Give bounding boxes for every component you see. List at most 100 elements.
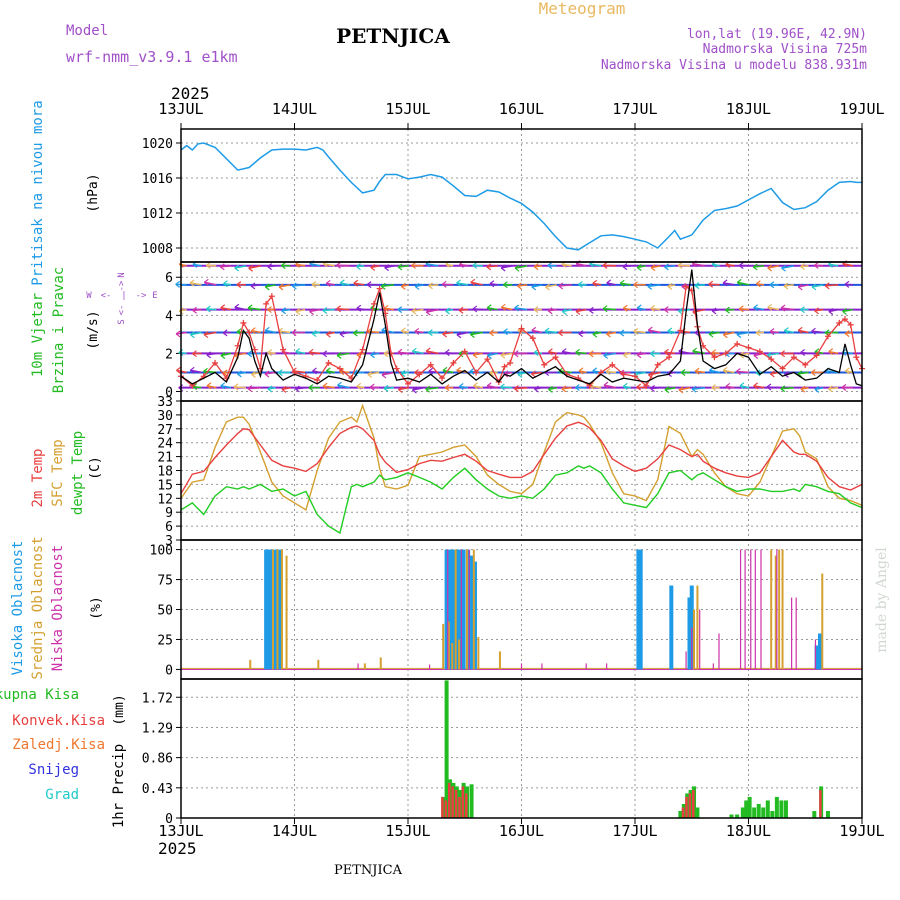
- wind-gust-marker: [632, 373, 638, 380]
- wind-arrow-head: [575, 263, 581, 268]
- wind-arrow-head: [842, 307, 847, 312]
- wind-arrow-head: [503, 370, 509, 375]
- x-tick-label-top: 18JUL: [726, 100, 771, 118]
- wind-arrow: [206, 352, 217, 356]
- wind-arrow-head: [711, 349, 717, 354]
- wind-arrow: [739, 308, 750, 311]
- cloud-bar-low: [685, 651, 687, 670]
- wind-arrow-head: [470, 334, 475, 339]
- wind-arrow-head: [664, 266, 669, 271]
- wind-arrow-head: [291, 285, 297, 290]
- wind-arrow-head: [647, 329, 653, 334]
- wind-arrow: [575, 351, 587, 355]
- precip-label-frz: Zaledj.Kisa: [12, 737, 105, 753]
- wind-arrow-head: [678, 386, 684, 391]
- wind-arrow-head: [592, 367, 598, 372]
- cloud-bar-mid: [466, 549, 469, 670]
- wind-arrow-head: [605, 371, 611, 376]
- wind-arrow-head: [353, 372, 358, 377]
- cloud-bar-mid: [281, 549, 284, 670]
- wind-arrow-head: [767, 306, 773, 311]
- wind-arrow-head: [441, 280, 447, 285]
- y-tick-label: 18: [157, 465, 173, 480]
- wind-arrow-head: [280, 265, 286, 270]
- wind-arrow-head: [667, 327, 673, 332]
- wind-arrow-head: [561, 385, 567, 390]
- cloud-axis-title: Visoka Oblacnost: [10, 541, 26, 676]
- wind-arrow: [281, 386, 291, 391]
- wind-arrow-head: [575, 310, 581, 315]
- wind-arrow-head: [588, 353, 594, 358]
- wind-arrow-head: [664, 386, 670, 391]
- wind-arrow-head: [827, 388, 833, 393]
- wind-arrow-head: [578, 280, 583, 285]
- wind-arrow-head: [397, 266, 403, 271]
- wind-arrow-head: [250, 327, 256, 332]
- wind-arrow: [694, 284, 705, 287]
- wind-arrow-head: [369, 383, 375, 388]
- precip-bar-total: [744, 800, 749, 818]
- x-tick-label-bottom: 19JUL: [839, 822, 884, 840]
- wind-arrow: [811, 284, 824, 288]
- wind-arrow-head: [650, 267, 656, 272]
- wind-arrow: [265, 284, 276, 288]
- wind-arrow-head: [339, 282, 345, 287]
- wind-arrow-head: [489, 280, 495, 285]
- wind-arrow: [353, 282, 365, 286]
- wind-arrow: [636, 386, 646, 389]
- wind-arrow-head: [561, 348, 567, 353]
- wind-arrow: [442, 283, 454, 286]
- wind-arrow-head: [442, 333, 447, 338]
- wind-arrow-head: [722, 366, 728, 371]
- wind-arrow-head: [824, 329, 830, 334]
- wind-arrow-head: [325, 367, 331, 372]
- wind-arrow: [178, 351, 187, 355]
- wind-arrow: [547, 308, 557, 312]
- wind-arrow-head: [308, 351, 314, 356]
- wind-arrow-head: [783, 330, 789, 335]
- wind-arrow-head: [251, 373, 256, 378]
- wind-arrow-head: [619, 332, 625, 337]
- wind-arrow-head: [647, 326, 653, 331]
- wind-arrow-head: [414, 327, 420, 332]
- wind-arrow-head: [736, 333, 742, 338]
- wind-gust-marker: [370, 300, 377, 307]
- precip-bar-conv: [444, 800, 448, 818]
- wind-arrow-head: [308, 387, 314, 392]
- wind-arrow-head: [738, 305, 744, 310]
- wind-arrow: [425, 263, 439, 267]
- wind-arrow-head: [766, 351, 772, 356]
- wind-arrow-head: [558, 285, 564, 290]
- wind-arrow-head: [545, 286, 550, 291]
- wind-arrow: [412, 386, 424, 391]
- wind-arrow: [356, 265, 365, 268]
- precip-bar-total: [756, 803, 761, 818]
- wind-arrow: [192, 308, 202, 312]
- wind-arrow: [692, 263, 705, 267]
- temp-unit: (C): [88, 456, 103, 479]
- wind-arrow-head: [811, 327, 816, 332]
- wind-arrow-head: [370, 354, 375, 359]
- wind-arrow-head: [736, 278, 742, 283]
- wind-arrow: [681, 330, 691, 334]
- cloud-bar-high: [669, 585, 674, 670]
- wind-arrow-head: [233, 383, 239, 388]
- x-tick-label-bottom: 18JUL: [726, 822, 771, 840]
- year-label-bottom: 2025: [158, 839, 197, 858]
- footer-station: PETNJICA: [334, 863, 403, 878]
- wind-arrow-head: [558, 332, 563, 337]
- model-name: wrf-nmm_v3.9.1 e1km: [66, 48, 238, 66]
- wind-arrow-head: [192, 386, 198, 391]
- y-tick-label: 25: [157, 633, 173, 648]
- cloud-bar-high: [687, 597, 692, 670]
- wind-arrow-head: [633, 327, 639, 332]
- wind-arrow-head: [767, 267, 773, 272]
- wind-arrow-head: [650, 387, 655, 392]
- wind-arrow-head: [414, 285, 420, 290]
- wind-gust-marker: [518, 325, 525, 332]
- wind-gust-marker: [779, 365, 786, 372]
- wind-arrow-head: [534, 388, 539, 393]
- wind-arrow: [501, 306, 513, 311]
- pressure-line: [180, 142, 862, 251]
- wind-arrow: [456, 282, 469, 286]
